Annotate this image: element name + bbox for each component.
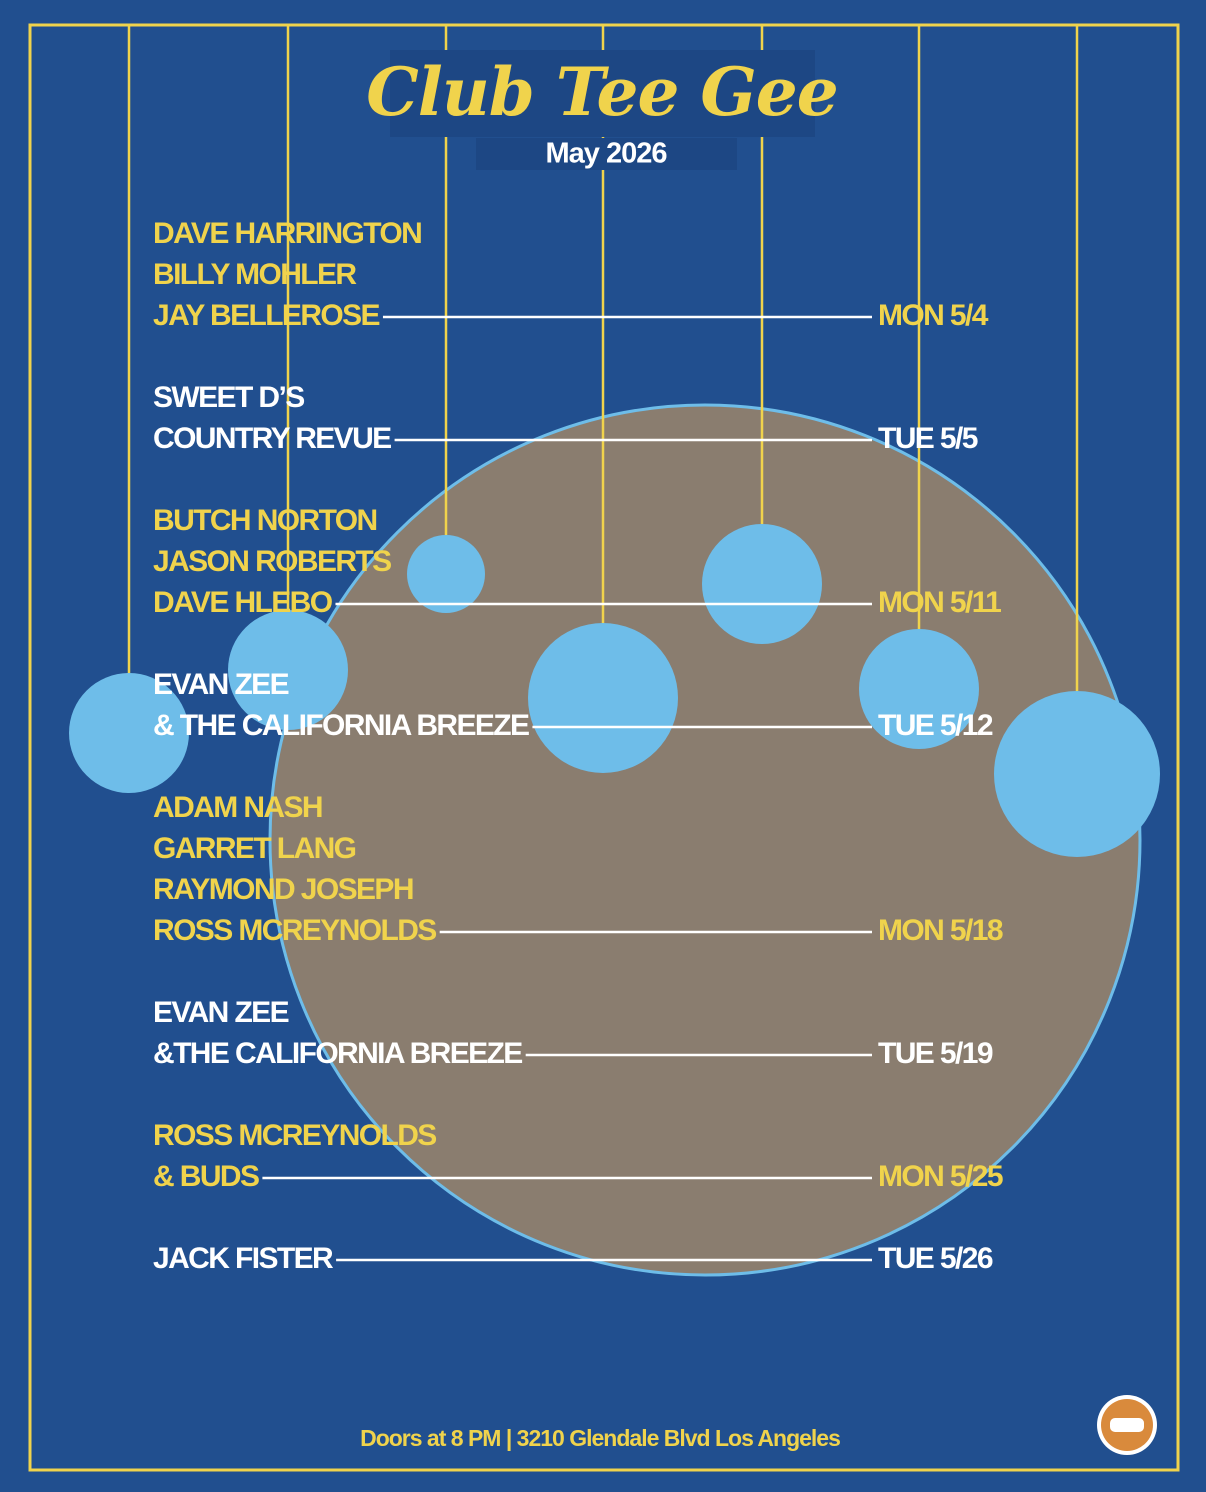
ornaments	[69, 25, 1160, 857]
performer: DAVE HLEBO	[153, 586, 333, 619]
performer: COUNTRY REVUE	[153, 422, 391, 455]
ball	[859, 629, 979, 749]
subtitle: May 2026	[546, 138, 668, 170]
event-date: TUE 5/12	[878, 709, 993, 742]
event-date: MON 5/4	[878, 299, 989, 332]
event-date: MON 5/18	[878, 914, 1003, 947]
performer: GARRET LANG	[153, 832, 356, 865]
performer: ADAM NASH	[153, 791, 322, 824]
moon	[268, 403, 1142, 1277]
performer: EVAN ZEE	[153, 668, 289, 701]
ball	[69, 673, 189, 793]
logo-icon	[1110, 1418, 1144, 1432]
footer: Doors at 8 PM | 3210 Glendale Blvd Los A…	[360, 1425, 840, 1451]
title-box	[390, 50, 815, 137]
event-date: MON 5/11	[878, 586, 1001, 619]
ball	[407, 535, 485, 613]
performer: ROSS MCREYNOLDS	[153, 914, 436, 947]
event-date: MON 5/25	[878, 1160, 1003, 1193]
performer: & BUDS	[153, 1160, 259, 1193]
ball	[702, 524, 822, 644]
performer: & THE CALIFORNIA BREEZE	[153, 709, 529, 742]
performer: RAYMOND JOSEPH	[153, 873, 413, 906]
performer: ROSS MCREYNOLDS	[153, 1119, 436, 1152]
performer: JACK FISTER	[153, 1242, 334, 1275]
performer: JAY BELLEROSE	[153, 299, 380, 332]
performer: JASON ROBERTS	[153, 545, 391, 578]
event-date: TUE 5/5	[878, 422, 978, 455]
performer: DAVE HARRINGTON	[153, 217, 421, 250]
performer: SWEET D’S	[153, 381, 304, 414]
ball	[228, 610, 348, 730]
performer: BILLY MOHLER	[153, 258, 357, 291]
title: Club Tee Gee	[366, 53, 838, 131]
logo	[1097, 1395, 1157, 1455]
performer: &THE CALIFORNIA BREEZE	[153, 1037, 522, 1070]
ball	[994, 691, 1160, 857]
event-date: TUE 5/19	[878, 1037, 993, 1070]
performer: BUTCH NORTON	[153, 504, 377, 537]
event-list: DAVE HARRINGTON BILLY MOHLER JAY BELLEROSE…	[153, 217, 1004, 1275]
performer: EVAN ZEE	[153, 996, 289, 1029]
event-date: TUE 5/26	[878, 1242, 993, 1275]
ball	[528, 623, 678, 773]
subtitle-box	[476, 138, 737, 170]
